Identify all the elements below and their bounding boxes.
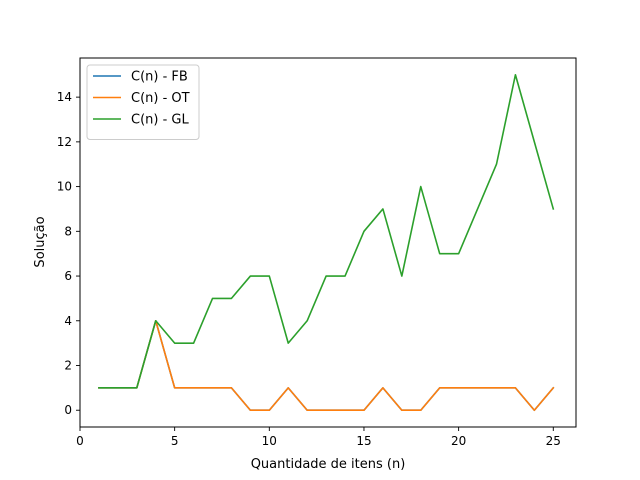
legend-label-2: C(n) - OT	[131, 91, 190, 106]
x-tick-label: 5	[171, 434, 179, 448]
x-axis-label: Quantidade de itens (n)	[251, 457, 406, 472]
y-tick-label: 12	[57, 135, 72, 149]
series-layer	[98, 73, 555, 412]
y-tick-label: 4	[64, 314, 72, 328]
plot-frame	[79, 57, 577, 428]
y-tick-label: 10	[57, 180, 72, 194]
x-tick-label: 0	[76, 434, 84, 448]
y-axis-label: Solução	[33, 216, 48, 267]
x-tick-label: 10	[262, 434, 277, 448]
x-tick-label: 25	[546, 434, 561, 448]
x-ticks: 0 5 10 15 20 25	[76, 427, 561, 448]
y-tick-label: 6	[64, 269, 72, 283]
legend: C(n) - FB C(n) - OT C(n) - GL	[86, 64, 200, 140]
y-tick-label: 8	[64, 224, 72, 238]
legend-box	[86, 64, 200, 140]
y-tick-label: 0	[64, 403, 72, 417]
series-line-3	[98, 73, 555, 389]
x-tick-label: 15	[356, 434, 371, 448]
series-line-2	[98, 319, 555, 412]
x-tick-label: 20	[451, 434, 466, 448]
legend-label-1: C(n) - FB	[131, 70, 188, 85]
y-tick-label: 2	[64, 359, 72, 373]
y-ticks: 0 2 4 6 8 10 12 14	[57, 90, 80, 417]
y-tick-label: 14	[57, 90, 72, 104]
legend-label-3: C(n) - GL	[131, 113, 189, 128]
